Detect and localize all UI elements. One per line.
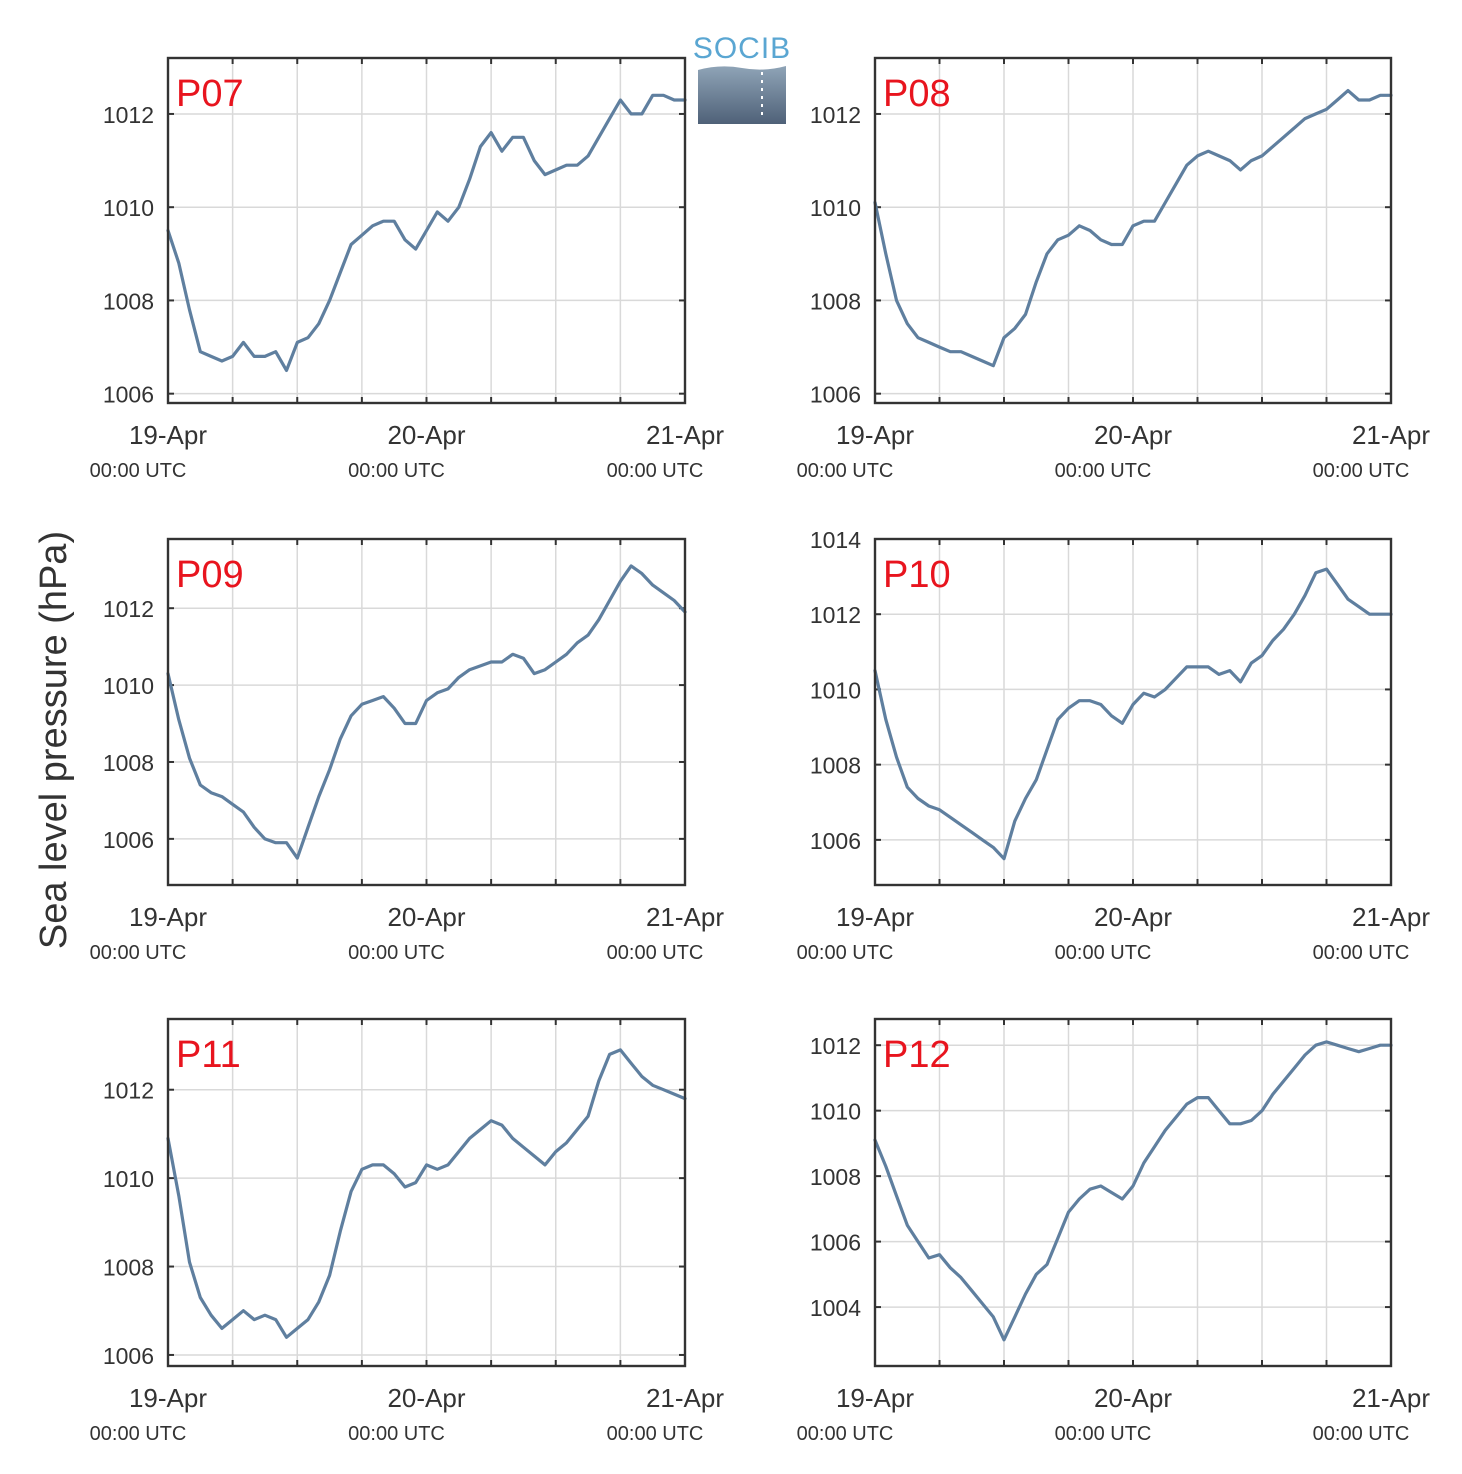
x-tick-label: 20-Apr — [387, 420, 465, 450]
x-tick-sublabel: 00:00 UTC — [1313, 1423, 1410, 1445]
x-tick-label: 19-Apr — [836, 420, 914, 450]
pressure-series-line — [166, 93, 687, 372]
y-tick-label: 1004 — [810, 1295, 861, 1321]
x-tick-sublabel: 00:00 UTC — [1055, 460, 1152, 482]
socib-logo: SOCIB — [693, 32, 791, 124]
panel-station-label: P08 — [883, 73, 951, 115]
x-tick-sublabel: 00:00 UTC — [1313, 942, 1410, 964]
chart-panel-p08: 1006 1008 1010 1012 19-Apr 00:00 UTC 20-Apr 00:… — [797, 56, 1430, 482]
y-tick-label: 1010 — [103, 1166, 154, 1192]
panel-station-label: P12 — [883, 1034, 951, 1076]
x-tick-sublabel: 00:00 UTC — [348, 1423, 445, 1445]
x-tick-label: 19-Apr — [836, 1383, 914, 1413]
y-tick-label: 1010 — [810, 1099, 861, 1125]
y-tick-label: 1008 — [810, 753, 861, 779]
pressure-series-line — [873, 1040, 1393, 1342]
x-tick-sublabel: 00:00 UTC — [1313, 460, 1410, 482]
x-tick-label: 20-Apr — [1094, 902, 1172, 932]
plot-frame — [166, 537, 687, 887]
y-tick-label: 1010 — [103, 195, 154, 221]
pressure-series-line — [873, 88, 1393, 368]
x-tick-label: 20-Apr — [387, 902, 465, 932]
plot-frame — [166, 56, 687, 405]
pressure-series-line — [166, 564, 687, 860]
y-tick-label: 1012 — [103, 102, 154, 128]
y-tick-label: 1006 — [103, 827, 154, 853]
y-tick-label: 1010 — [810, 677, 861, 703]
y-tick-label: 1012 — [103, 596, 154, 622]
y-axis-label: Sea level pressure (hPa) — [33, 531, 75, 949]
y-tick-label: 1010 — [810, 195, 861, 221]
plot-frame — [873, 1017, 1393, 1368]
y-tick-label: 1012 — [810, 102, 861, 128]
x-tick-label: 20-Apr — [1094, 420, 1172, 450]
x-tick-label: 19-Apr — [836, 902, 914, 932]
socib-logo-wave-icon — [698, 66, 786, 124]
x-tick-sublabel: 00:00 UTC — [607, 942, 704, 964]
x-tick-label: 21-Apr — [646, 1383, 724, 1413]
panel-station-label: P07 — [176, 73, 244, 115]
x-tick-sublabel: 00:00 UTC — [90, 460, 187, 482]
plot-frame — [166, 1017, 687, 1368]
pressure-series-line — [873, 567, 1393, 861]
y-tick-label: 1008 — [810, 1164, 861, 1190]
x-tick-label: 21-Apr — [1352, 420, 1430, 450]
y-tick-label: 1006 — [810, 382, 861, 408]
plot-frame — [873, 56, 1393, 405]
x-tick-sublabel: 00:00 UTC — [1055, 1423, 1152, 1445]
x-tick-sublabel: 00:00 UTC — [797, 460, 894, 482]
chart-panel-p12: 1004 1006 1008 1010 1012 19-Apr 00:00 UTC 20-Ap… — [797, 1017, 1430, 1445]
x-tick-sublabel: 00:00 UTC — [348, 460, 445, 482]
x-tick-label: 19-Apr — [129, 1383, 207, 1413]
panel-station-label: P11 — [176, 1034, 241, 1076]
x-tick-sublabel: 00:00 UTC — [348, 942, 445, 964]
y-tick-label: 1008 — [103, 1255, 154, 1281]
y-tick-label: 1008 — [103, 288, 154, 314]
x-tick-sublabel: 00:00 UTC — [797, 942, 894, 964]
x-tick-label: 20-Apr — [387, 1383, 465, 1413]
x-tick-label: 21-Apr — [1352, 1383, 1430, 1413]
x-tick-label: 20-Apr — [1094, 1383, 1172, 1413]
chart-panel-p07: 1006 1008 1010 1012 19-Apr 00:00 UTC 20-Apr 00:… — [90, 56, 724, 482]
x-tick-label: 19-Apr — [129, 420, 207, 450]
plot-frame — [873, 537, 1393, 887]
x-tick-label: 21-Apr — [1352, 902, 1430, 932]
panel-station-label: P09 — [176, 554, 244, 596]
y-tick-label: 1014 — [810, 527, 861, 553]
y-tick-label: 1012 — [103, 1078, 154, 1104]
x-tick-sublabel: 00:00 UTC — [607, 460, 704, 482]
x-tick-label: 21-Apr — [646, 902, 724, 932]
chart-panels: 1006 1008 1010 1012 19-Apr 00:00 UTC 20-Apr 00:… — [90, 56, 1431, 1445]
y-tick-label: 1006 — [810, 1230, 861, 1256]
x-tick-label: 19-Apr — [129, 902, 207, 932]
y-tick-label: 1012 — [810, 1033, 861, 1059]
chart-panel-p09: 1006 1008 1010 1012 19-Apr 00:00 UTC 20-Apr 00:… — [90, 537, 724, 964]
chart-panel-p11: 1006 1008 1010 1012 19-Apr 00:00 UTC 20-Apr 00:… — [90, 1017, 724, 1445]
panel-station-label: P10 — [883, 554, 951, 596]
x-tick-sublabel: 00:00 UTC — [607, 1423, 704, 1445]
y-tick-label: 1008 — [103, 750, 154, 776]
pressure-series-line — [166, 1048, 687, 1339]
x-tick-sublabel: 00:00 UTC — [90, 942, 187, 964]
socib-logo-text: SOCIB — [693, 32, 791, 65]
y-tick-label: 1006 — [810, 828, 861, 854]
y-tick-label: 1006 — [103, 1343, 154, 1369]
x-tick-sublabel: 00:00 UTC — [1055, 942, 1152, 964]
chart-panel-p10: 1006 1008 1010 1012 1014 19-Apr 00:00 UTC 20-Ap… — [797, 527, 1431, 964]
y-tick-label: 1008 — [810, 288, 861, 314]
y-tick-label: 1010 — [103, 673, 154, 699]
x-tick-sublabel: 00:00 UTC — [797, 1423, 894, 1445]
x-tick-sublabel: 00:00 UTC — [90, 1423, 187, 1445]
y-tick-label: 1006 — [103, 382, 154, 408]
y-tick-label: 1012 — [810, 602, 861, 628]
x-tick-label: 21-Apr — [646, 420, 724, 450]
